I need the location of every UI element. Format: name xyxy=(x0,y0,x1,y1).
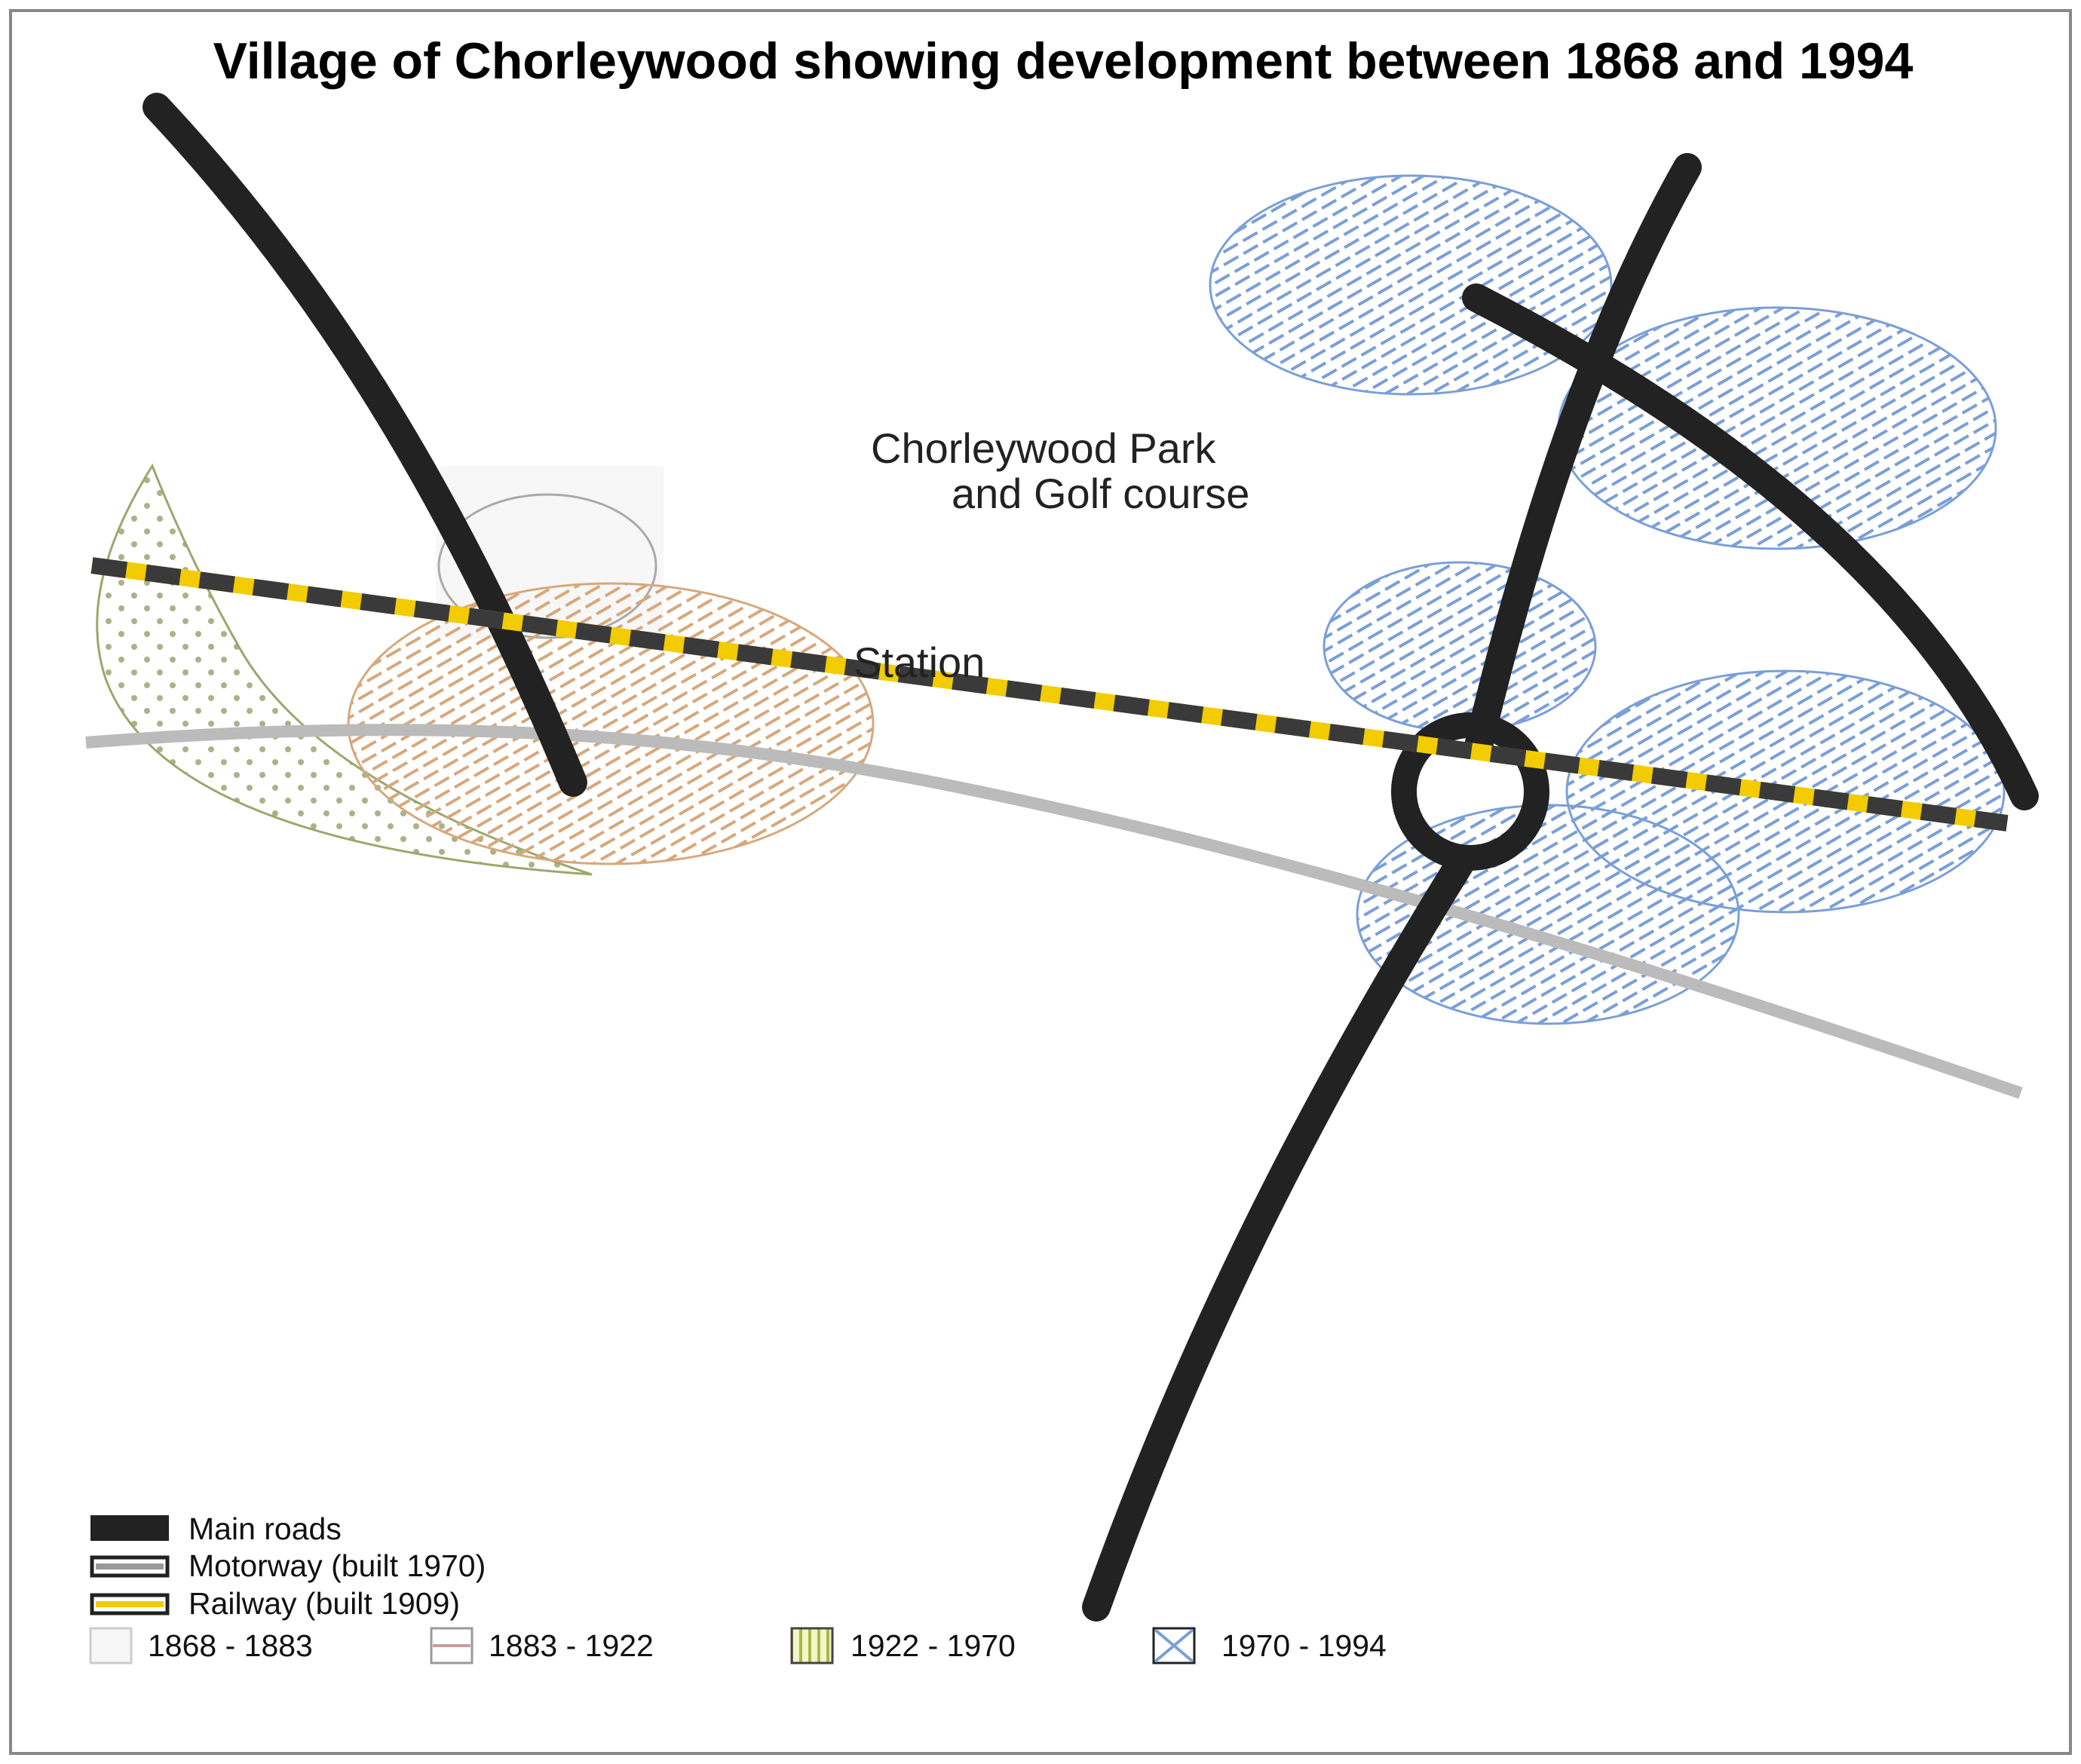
legend-motorway-label: Motorway (built 1970) xyxy=(188,1548,486,1583)
railway-base xyxy=(90,557,2009,831)
main-road-west xyxy=(143,93,587,797)
area-1970-1994-centre xyxy=(1322,561,1597,733)
legend: Main roads Motorway (built 1970) Railway… xyxy=(89,1511,1387,1664)
legend-main-roads-swatch xyxy=(90,1515,169,1541)
legend-1922-1970-swatch xyxy=(790,1627,834,1664)
area-1922-1970-crescent xyxy=(96,463,593,876)
legend-main-roads-label: Main roads xyxy=(188,1511,342,1546)
station-label: Station xyxy=(854,639,985,686)
park-label-line2: and Golf course xyxy=(952,470,1249,517)
main-road-north-south xyxy=(1082,153,1702,1622)
map-title: Village of Chorleywood showing developme… xyxy=(213,32,1914,90)
legend-1883-1922-label: 1883 - 1922 xyxy=(489,1628,654,1663)
park-label-line1: Chorleywood Park xyxy=(871,424,1217,472)
motorway xyxy=(85,724,2023,1099)
legend-1922-1970-label: 1922 - 1970 xyxy=(850,1628,1016,1663)
area-1970-1994-north-west xyxy=(1209,174,1613,396)
area-1883-1922 xyxy=(347,582,875,865)
legend-railway-label: Railway (built 1909) xyxy=(188,1586,460,1621)
legend-1970-1994-swatch-cross-b xyxy=(1154,1628,1194,1663)
legend-1868-1883-swatch xyxy=(89,1627,133,1664)
legend-1970-1994-label: 1970 - 1994 xyxy=(1221,1628,1387,1663)
main-road-east xyxy=(1462,283,2039,810)
area-1970-1994-north-east xyxy=(1557,306,1997,550)
roundabout xyxy=(1391,712,1549,871)
legend-1868-1883-label: 1868 - 1883 xyxy=(148,1628,313,1663)
